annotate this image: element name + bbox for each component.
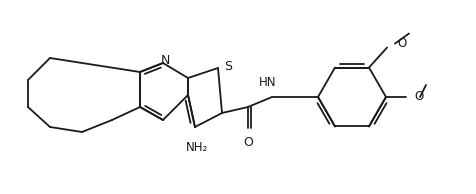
Text: O: O <box>414 90 423 104</box>
Text: HN: HN <box>259 76 277 89</box>
Text: S: S <box>224 60 232 73</box>
Text: N: N <box>160 55 169 68</box>
Text: NH₂: NH₂ <box>186 141 208 154</box>
Text: O: O <box>243 136 253 149</box>
Text: O: O <box>397 37 406 50</box>
